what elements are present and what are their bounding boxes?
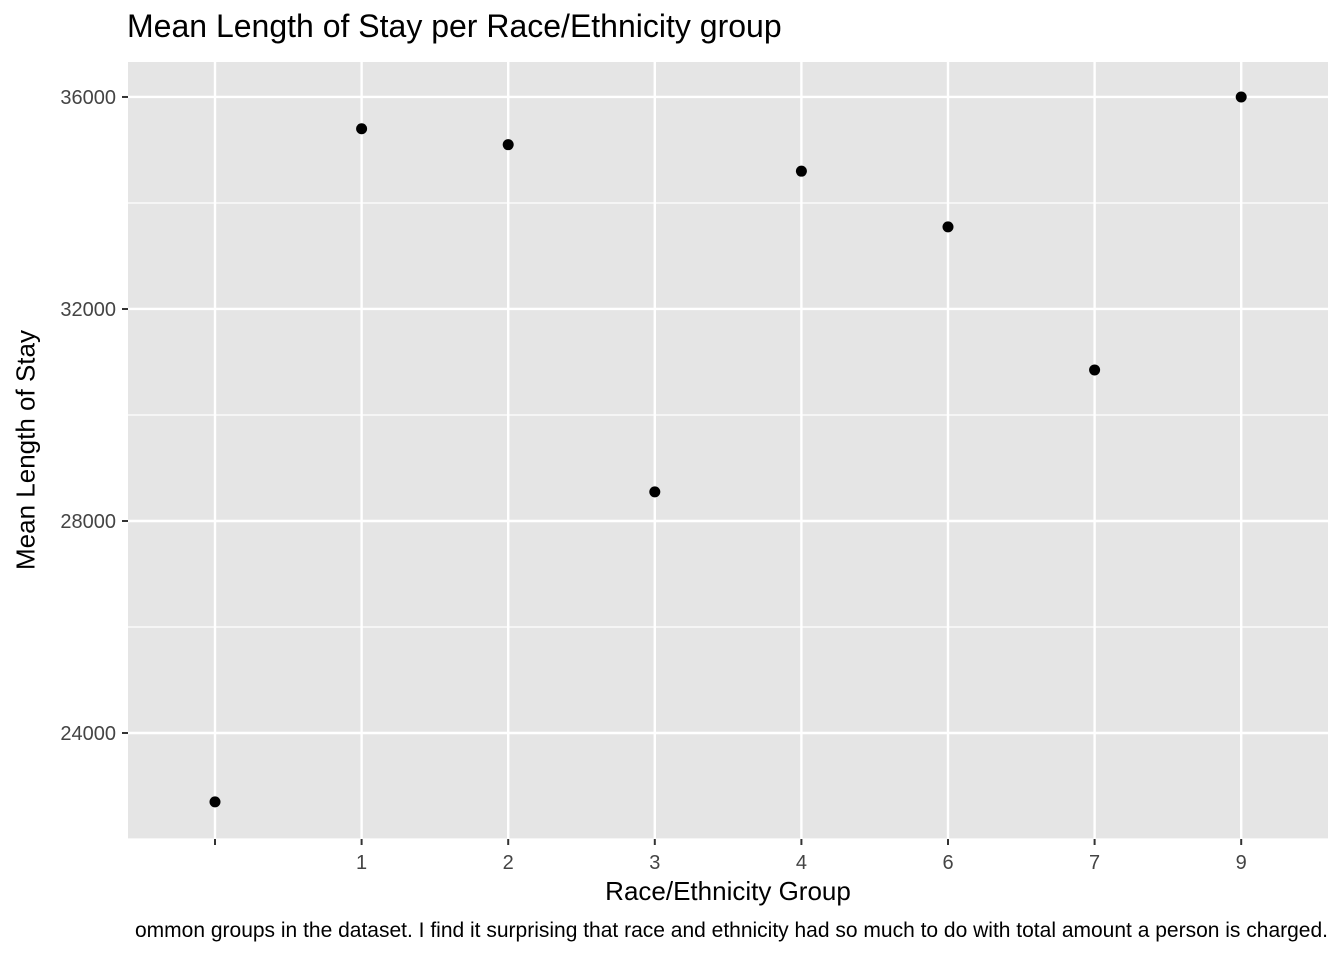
data-point (942, 221, 954, 233)
y-axis-ticks: 24000 28000 32000 36000 (60, 87, 128, 745)
data-point (795, 165, 807, 177)
minor-gridlines (128, 202, 1328, 840)
x-tick-label: 6 (942, 852, 953, 874)
y-tick-label: 28000 (60, 511, 116, 533)
y-tick-label: 32000 (60, 299, 116, 321)
x-tick-label: 9 (1236, 852, 1247, 874)
y-tick-label: 36000 (60, 87, 116, 109)
chart-title: Mean Length of Stay per Race/Ethnicity g… (127, 8, 782, 44)
major-gridlines (128, 62, 1328, 839)
x-tick-label: 1 (356, 852, 367, 874)
data-point (649, 486, 661, 498)
x-axis-ticks: 1 2 3 4 6 7 9 (214, 839, 1247, 874)
x-tick-label: 2 (503, 852, 514, 874)
y-axis-label: Mean Length of Stay (10, 330, 41, 570)
x-tick-label: 7 (1089, 852, 1100, 874)
data-point (1089, 364, 1101, 376)
plot-panel (128, 62, 1328, 839)
data-point (502, 139, 514, 151)
x-axis-label: Race/Ethnicity Group (605, 876, 851, 906)
data-point (1235, 91, 1247, 103)
data-points (209, 91, 1247, 808)
chart-caption: ommon groups in the dataset. I find it s… (134, 919, 1328, 942)
x-tick-label: 4 (796, 852, 807, 874)
y-tick-label: 24000 (60, 723, 116, 745)
x-tick-label: 3 (649, 852, 660, 874)
data-point (356, 123, 368, 135)
data-point (209, 796, 221, 808)
